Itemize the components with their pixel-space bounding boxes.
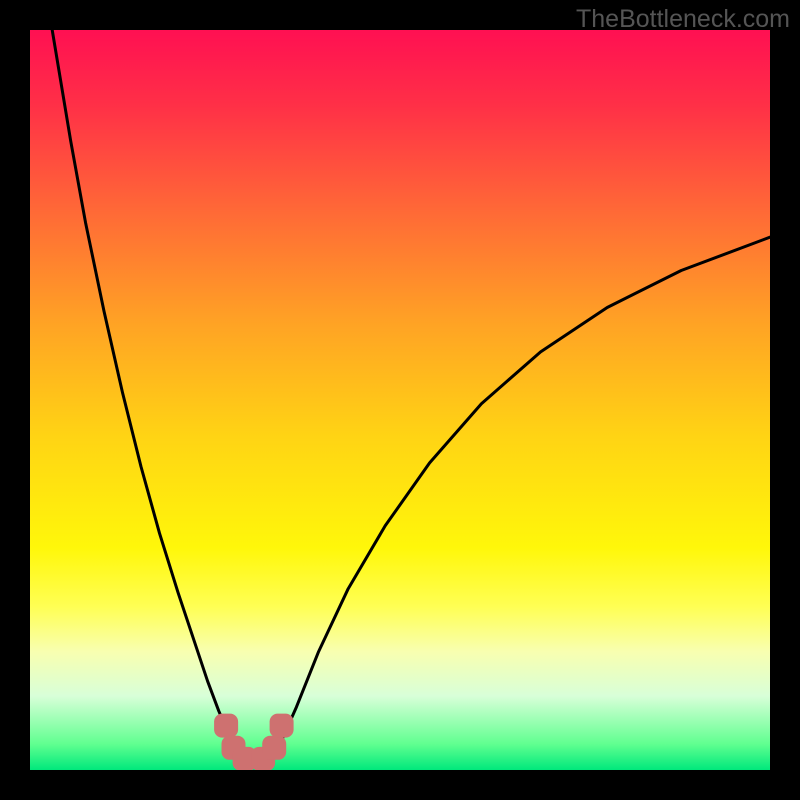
plot-svg — [30, 30, 770, 770]
highlight-marker — [214, 714, 238, 738]
watermark-text: TheBottleneck.com — [576, 5, 790, 34]
gradient-background — [30, 30, 770, 770]
highlight-marker — [270, 714, 294, 738]
highlight-marker — [262, 736, 286, 760]
plot-area — [30, 30, 770, 770]
chart-frame: TheBottleneck.com — [0, 0, 800, 800]
